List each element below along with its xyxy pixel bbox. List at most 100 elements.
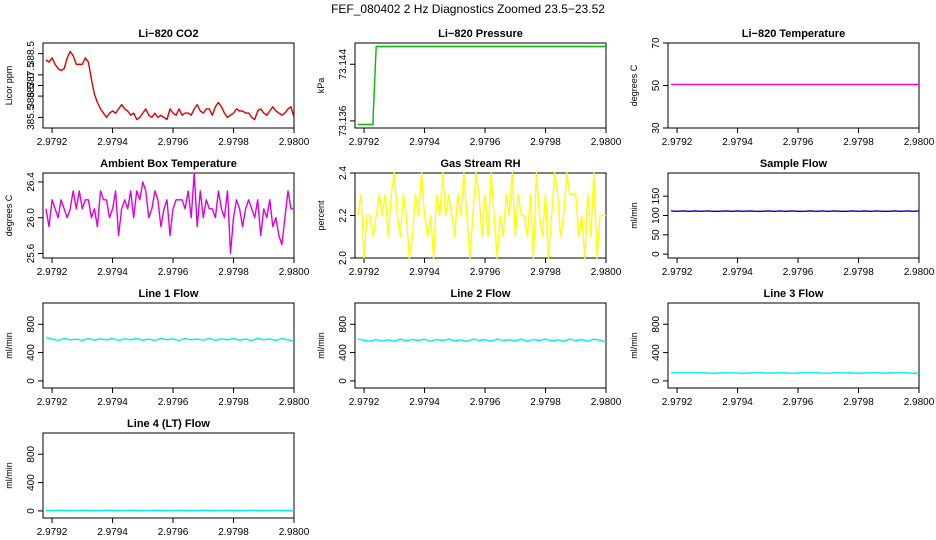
y-axis-label: kPa — [316, 78, 326, 94]
series-line — [358, 45, 606, 126]
x-tick-label: 2.9800 — [591, 397, 622, 408]
series-line — [357, 172, 606, 259]
x-tick-label: 2.9800 — [279, 397, 310, 408]
plot-frame — [42, 432, 295, 519]
x-tick-label: 2.9798 — [843, 267, 874, 278]
x-tick-label: 2.9798 — [530, 267, 561, 278]
y-tick-label: 2.4 — [338, 166, 349, 180]
x-tick-label: 2.9794 — [97, 267, 128, 278]
y-tick-label: 387.0 — [26, 73, 37, 98]
x-tick-label: 2.9796 — [158, 137, 189, 148]
y-tick-label: 388.5 — [26, 41, 37, 66]
x-tick-label: 2.9792 — [37, 397, 68, 408]
panel-7: Line 1 Flow ml/min 2.9792 2.9794 2.9796 2.979… — [4, 288, 310, 408]
panel-3: Li−820 Temperature degrees C 2.9792 2.9794 2… — [629, 28, 935, 148]
y-tick-label: 800 — [26, 445, 37, 462]
y-tick-label: 400 — [26, 474, 37, 491]
y-axis-label: degrees C — [629, 64, 639, 106]
plot-frame — [667, 302, 920, 389]
y-tick-label: 26.0 — [26, 208, 37, 228]
plot-frame — [42, 172, 295, 259]
x-tick-label: 2.9800 — [279, 267, 310, 278]
y-tick-label: 0 — [26, 378, 37, 384]
x-tick-label: 2.9796 — [783, 397, 814, 408]
x-tick-label: 2.9792 — [37, 267, 68, 278]
y-tick-label: 0 — [26, 508, 37, 514]
y-tick-label: 800 — [26, 315, 37, 332]
panel-title: Ambient Box Temperature — [100, 158, 237, 170]
y-tick-label: 385.5 — [26, 104, 37, 129]
x-tick-label: 2.9798 — [843, 397, 874, 408]
x-tick-label: 2.9794 — [722, 267, 753, 278]
x-tick-label: 2.9800 — [591, 137, 622, 148]
x-tick-label: 2.9798 — [218, 527, 249, 538]
y-tick-label: 73.136 — [338, 105, 349, 136]
x-tick-label: 2.9794 — [409, 137, 440, 148]
x-tick-label: 2.9796 — [158, 267, 189, 278]
x-tick-label: 2.9796 — [470, 397, 501, 408]
x-tick-label: 2.9798 — [218, 397, 249, 408]
y-tick-label: 400 — [26, 344, 37, 361]
x-tick-label: 2.9798 — [530, 137, 561, 148]
y-tick-label: 100 — [651, 207, 662, 224]
x-tick-label: 2.9794 — [97, 137, 128, 148]
x-tick-label: 2.9800 — [279, 137, 310, 148]
panel-title: Li−820 Pressure — [438, 28, 523, 40]
panel-title: Gas Stream RH — [440, 158, 520, 170]
y-tick-label: 0 — [338, 378, 349, 384]
y-axis-label: ml/min — [316, 332, 326, 359]
y-tick-label: 150 — [651, 187, 662, 204]
y-tick-label: 25.6 — [26, 243, 37, 263]
x-tick-label: 2.9794 — [409, 397, 440, 408]
y-tick-label: 400 — [651, 344, 662, 361]
x-tick-label: 2.9792 — [349, 397, 380, 408]
x-tick-label: 2.9794 — [722, 137, 753, 148]
series-line — [45, 50, 295, 121]
y-tick-label: 400 — [338, 344, 349, 361]
y-axis-label: ml/min — [629, 202, 639, 229]
panel-4: Ambient Box Temperature degrees C 2.9792 2.… — [4, 158, 310, 278]
y-tick-label: 73.144 — [338, 49, 349, 80]
panel-10: Line 4 (LT) Flow ml/min 2.9792 2.9794 2.9796… — [4, 418, 310, 538]
y-tick-label: 70 — [651, 37, 662, 49]
panel-8: Line 2 Flow ml/min 2.9792 2.9794 2.9796 2.979… — [316, 288, 622, 408]
y-tick-label: 50 — [651, 80, 662, 92]
x-tick-label: 2.9792 — [349, 267, 380, 278]
panel-title: Line 4 (LT) Flow — [127, 418, 210, 430]
x-tick-label: 2.9792 — [37, 527, 68, 538]
y-axis-label: Licor ppm — [4, 66, 14, 106]
x-tick-label: 2.9792 — [662, 137, 693, 148]
x-tick-label: 2.9796 — [470, 137, 501, 148]
x-tick-label: 2.9792 — [37, 137, 68, 148]
y-axis-label: ml/min — [629, 332, 639, 359]
plot-frame — [42, 302, 295, 389]
y-tick-label: 2.2 — [338, 208, 349, 222]
series-line — [45, 337, 295, 342]
x-tick-label: 2.9794 — [97, 527, 128, 538]
y-tick-label: 0 — [651, 251, 662, 257]
figure-title: FEF_080402 2 Hz Diagnostics Zoomed 23.5−… — [331, 2, 605, 16]
panel-title: Line 2 Flow — [451, 288, 511, 300]
panel-title: Sample Flow — [760, 158, 828, 170]
panel-6: Sample Flow ml/min 2.9792 2.9794 2.9796 2.979… — [629, 158, 935, 278]
panel-2: Li−820 Pressure kPa 2.9792 2.9794 2.9796 2.97… — [316, 28, 622, 148]
series-line — [45, 172, 294, 255]
panel-title: Line 3 Flow — [764, 288, 824, 300]
y-tick-label: 2.0 — [338, 251, 349, 265]
x-tick-label: 2.9796 — [783, 137, 814, 148]
panel-title: Li−820 CO2 — [138, 28, 198, 40]
y-axis-label: ml/min — [4, 332, 14, 359]
series-line — [357, 338, 607, 343]
x-tick-label: 2.9798 — [530, 397, 561, 408]
x-tick-label: 2.9798 — [218, 137, 249, 148]
y-tick-label: 800 — [338, 315, 349, 332]
x-tick-label: 2.9800 — [279, 527, 310, 538]
plot-frame — [354, 302, 607, 389]
y-tick-label: 0 — [651, 378, 662, 384]
y-tick-label: 387.5 — [26, 62, 37, 87]
x-tick-label: 2.9800 — [591, 267, 622, 278]
x-tick-label: 2.9800 — [904, 137, 935, 148]
x-tick-label: 2.9794 — [722, 397, 753, 408]
x-tick-label: 2.9796 — [783, 267, 814, 278]
